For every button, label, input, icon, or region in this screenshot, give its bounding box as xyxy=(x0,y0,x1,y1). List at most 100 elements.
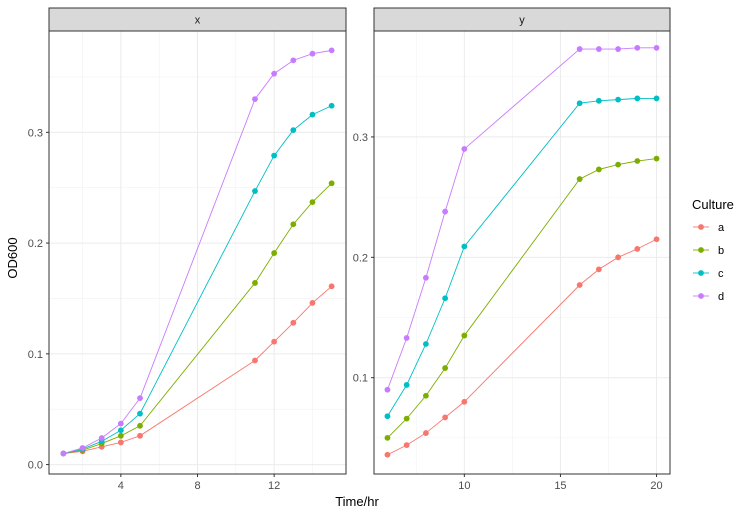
series-line-c xyxy=(387,97,657,417)
series-line-a xyxy=(63,285,332,454)
data-point-b xyxy=(137,422,143,429)
data-point-d xyxy=(252,96,258,103)
data-point-d xyxy=(60,450,67,457)
data-point-d xyxy=(595,46,602,52)
data-point-a xyxy=(117,439,124,446)
data-point-c xyxy=(653,95,660,102)
data-point-b xyxy=(653,155,660,162)
data-point-d xyxy=(615,46,622,52)
data-point-a xyxy=(328,283,335,290)
legend-item-b: b xyxy=(692,241,724,259)
legend-label: d xyxy=(718,291,724,303)
data-point-c xyxy=(271,152,278,159)
data-point-a xyxy=(634,245,641,252)
y-tick-label: 0.1 xyxy=(353,373,368,385)
facets: x 4 8 12 0.0 0.1 0.2 0.3 y 10 15 20 0.1 0.2 0.3 xyxy=(28,7,671,492)
legend-item-c: c xyxy=(692,264,724,282)
data-point-c xyxy=(328,102,335,109)
y-tick-label: 0.2 xyxy=(353,252,368,264)
data-point-a xyxy=(442,414,449,421)
data-point-c xyxy=(137,410,143,417)
data-point-d xyxy=(422,274,429,281)
legend-key-point xyxy=(698,270,704,276)
panel-border xyxy=(373,30,671,475)
data-point-d xyxy=(576,46,583,52)
series-line-b xyxy=(387,158,657,439)
y-tick-label: 0.0 xyxy=(28,460,43,472)
data-point-c xyxy=(403,382,410,388)
x-tick-label: 10 xyxy=(458,480,470,492)
legend-title: Culture xyxy=(692,197,734,212)
data-point-b xyxy=(271,250,278,256)
data-point-a xyxy=(461,398,468,405)
data-point-c xyxy=(634,95,641,102)
legend-label: b xyxy=(718,245,724,257)
panel-background xyxy=(374,31,670,474)
data-point-d xyxy=(137,395,143,402)
legend-key-point xyxy=(698,247,704,253)
data-point-d xyxy=(653,44,660,51)
facet-strip-label: y xyxy=(519,15,525,27)
data-point-c xyxy=(309,111,316,118)
data-point-d xyxy=(271,70,278,77)
data-point-b xyxy=(384,434,391,441)
data-point-d xyxy=(117,420,124,427)
data-point-b xyxy=(403,415,410,422)
data-point-b xyxy=(309,199,316,206)
data-point-a xyxy=(615,254,622,261)
data-point-c xyxy=(252,188,258,194)
data-point-d xyxy=(309,50,316,57)
data-point-a xyxy=(309,299,316,306)
legend-label: c xyxy=(718,268,724,280)
data-point-b xyxy=(252,280,258,286)
x-axis-title: Time/hr xyxy=(335,494,379,509)
data-point-d xyxy=(98,435,105,441)
data-point-a xyxy=(137,432,143,439)
data-point-a xyxy=(271,338,278,345)
legend-key-point xyxy=(698,293,704,299)
data-point-c xyxy=(290,127,297,134)
data-point-a xyxy=(653,236,660,243)
legend-key-point xyxy=(698,224,704,230)
data-point-d xyxy=(328,47,335,54)
facet-strip-label: x xyxy=(195,15,201,27)
y-tick-label: 0.2 xyxy=(28,238,43,250)
series-line-d xyxy=(387,47,657,390)
legend-item-a: a xyxy=(692,218,725,236)
data-point-b xyxy=(461,332,468,339)
data-point-c xyxy=(461,243,468,250)
data-point-b xyxy=(634,158,641,164)
data-point-c xyxy=(576,100,583,107)
x-tick-label: 20 xyxy=(650,480,662,492)
data-point-d xyxy=(403,335,410,341)
x-tick-label: 15 xyxy=(554,480,566,492)
y-tick-label: 0.3 xyxy=(28,127,43,139)
data-point-c xyxy=(117,427,124,434)
data-point-b xyxy=(615,161,622,168)
data-point-c xyxy=(442,295,449,302)
data-point-b xyxy=(595,166,602,173)
data-point-d xyxy=(461,146,468,152)
data-point-a xyxy=(576,282,583,288)
data-point-a xyxy=(252,357,258,364)
y-axis-title: OD600 xyxy=(5,237,20,278)
data-point-b xyxy=(328,180,335,187)
series-line-c xyxy=(63,105,332,454)
data-point-a xyxy=(290,319,297,326)
data-point-d xyxy=(384,386,391,393)
facet-panel-y: y 10 15 20 0.1 0.2 0.3 xyxy=(353,7,671,492)
series-line-a xyxy=(387,238,657,456)
data-point-a xyxy=(422,430,429,436)
data-point-d xyxy=(290,57,297,64)
data-point-b xyxy=(422,392,429,399)
data-point-b xyxy=(290,221,297,228)
data-point-a xyxy=(403,442,410,449)
data-point-b xyxy=(576,176,583,182)
series-line-b xyxy=(63,182,332,454)
data-point-a xyxy=(384,451,391,458)
x-tick-label: 8 xyxy=(194,480,200,492)
data-point-c xyxy=(422,341,429,347)
data-point-d xyxy=(79,445,86,451)
